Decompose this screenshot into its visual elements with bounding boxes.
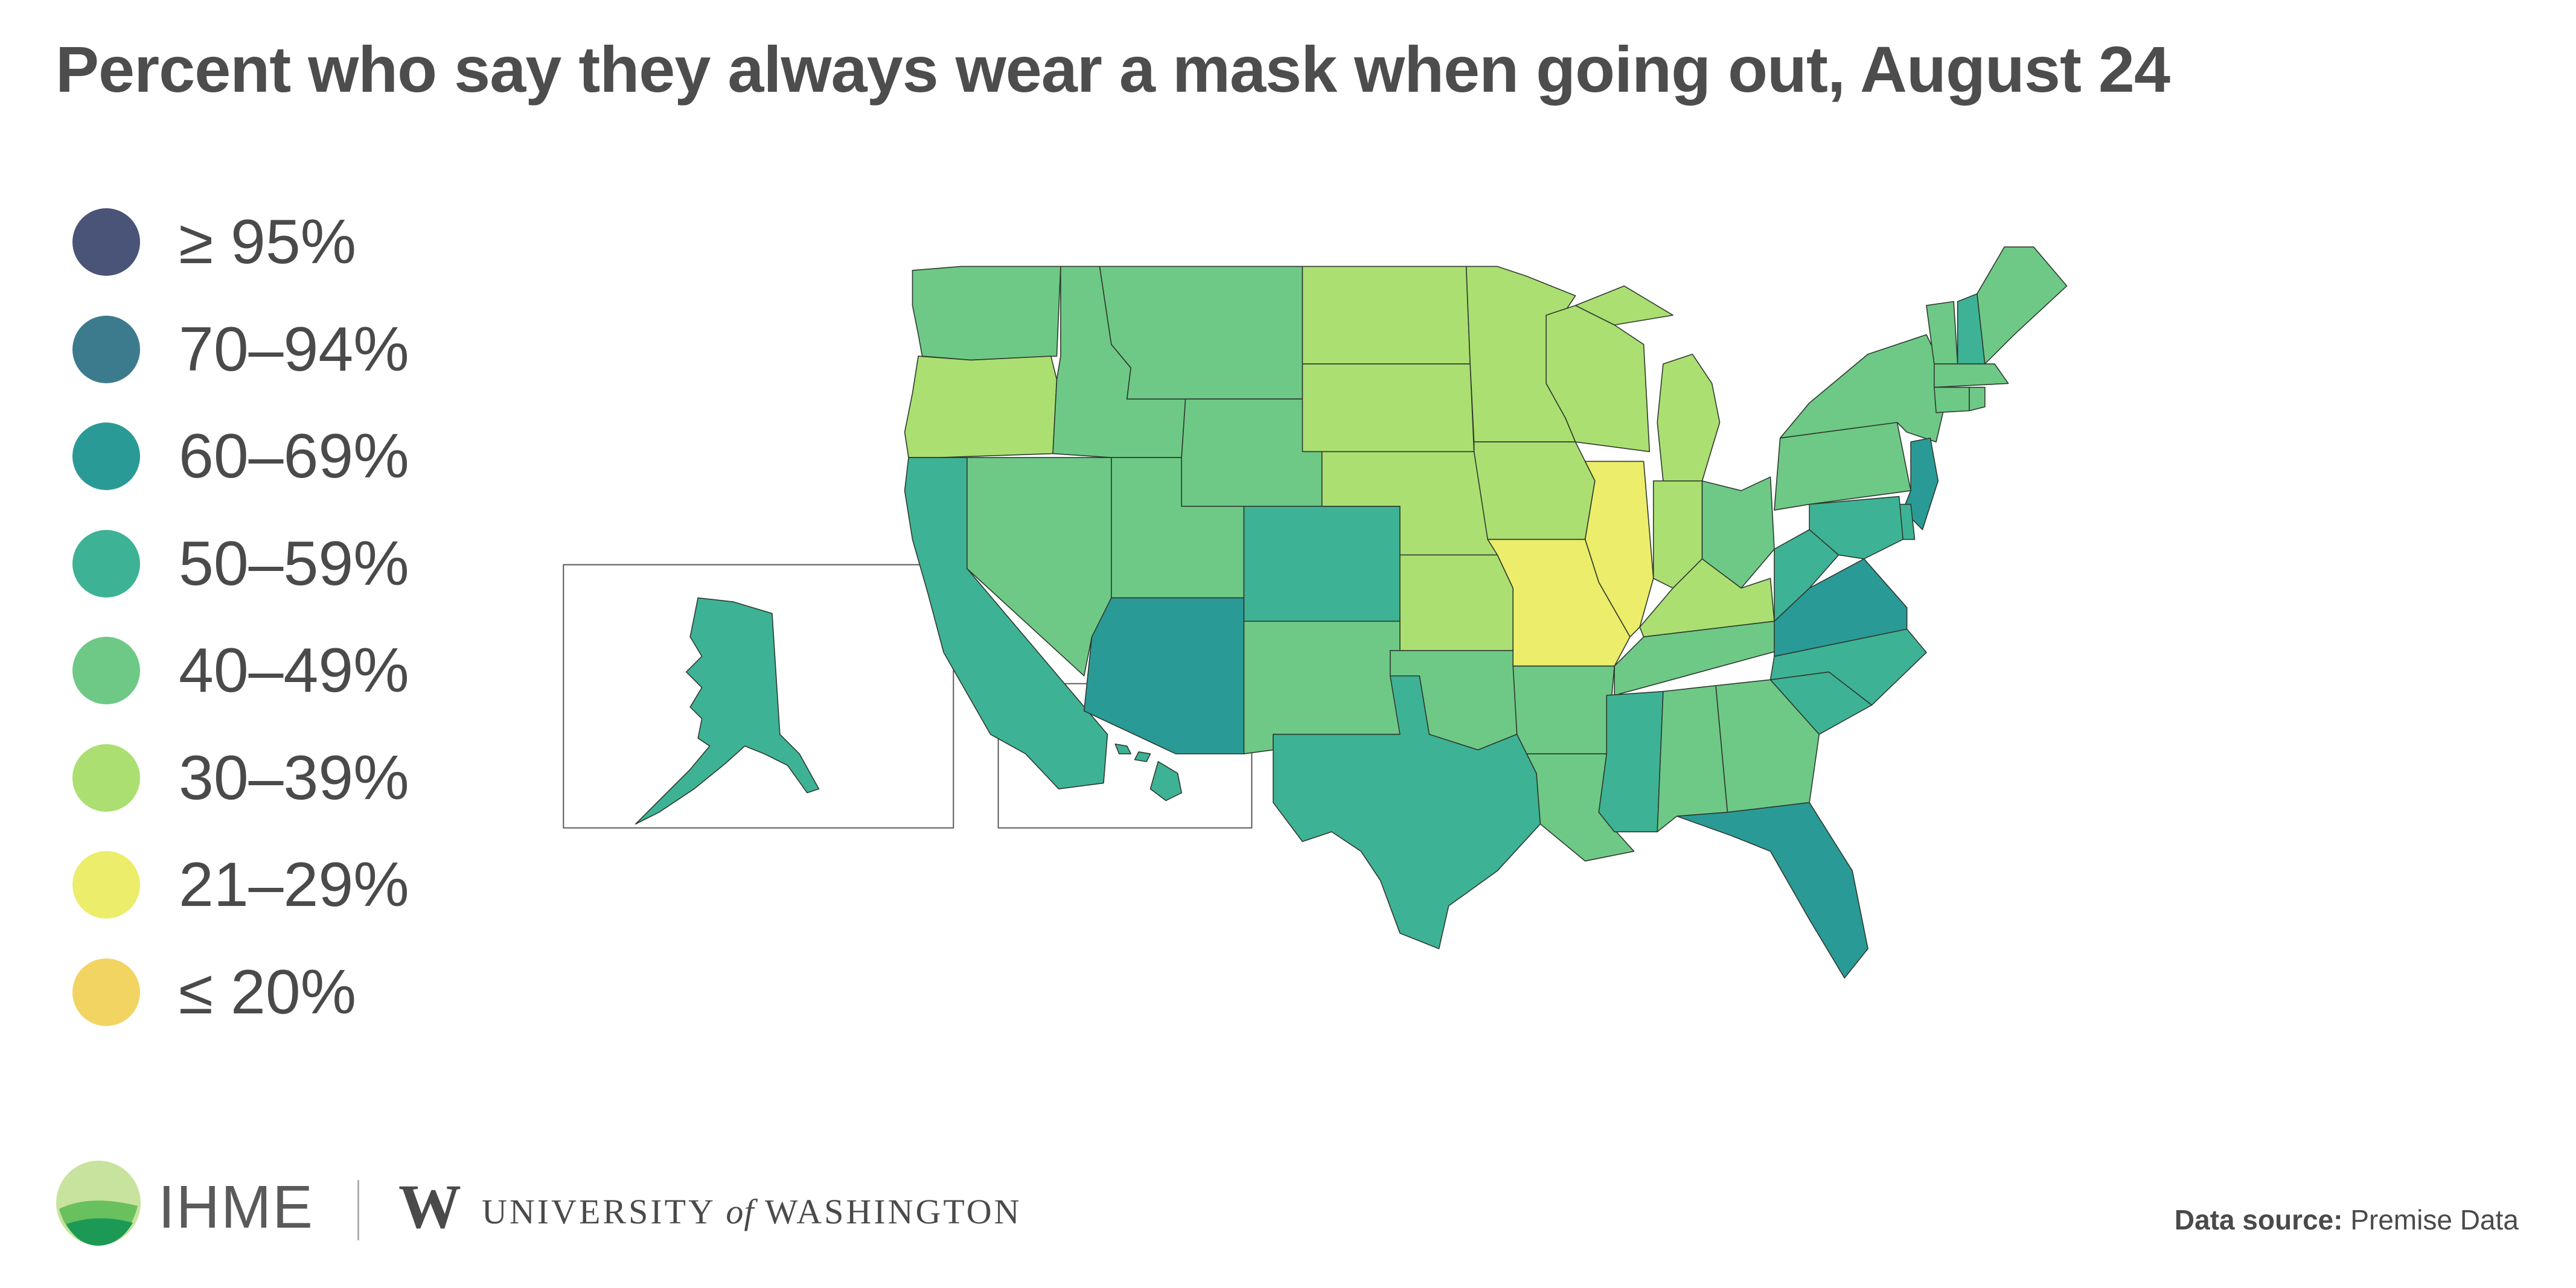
state-ME bbox=[1977, 247, 2067, 364]
data-source-value: Premise Data bbox=[2350, 1204, 2519, 1235]
legend-label: 40–49% bbox=[179, 639, 409, 702]
legend-label: 30–39% bbox=[179, 747, 409, 809]
legend-swatch bbox=[72, 316, 140, 383]
legend-label: 50–59% bbox=[179, 532, 409, 595]
legend-label: ≥ 95% bbox=[179, 211, 356, 273]
state-ND bbox=[1302, 266, 1470, 363]
legend-swatch bbox=[72, 208, 140, 276]
uw-of: of bbox=[726, 1192, 754, 1231]
uw-logo-mark: W bbox=[398, 1176, 461, 1239]
state-AR bbox=[1513, 666, 1614, 754]
state-CO bbox=[1244, 506, 1400, 622]
footer-divider bbox=[357, 1180, 359, 1240]
state-MA bbox=[1934, 364, 2009, 387]
legend-label: 60–69% bbox=[179, 425, 409, 488]
state-WY bbox=[1181, 399, 1322, 506]
state-FL bbox=[1677, 803, 1868, 978]
uw-suffix: WASHINGTON bbox=[765, 1192, 1022, 1231]
state-MS bbox=[1599, 692, 1663, 832]
legend-swatch bbox=[72, 744, 140, 812]
legend-swatch bbox=[72, 637, 140, 704]
legend-swatch bbox=[72, 530, 140, 598]
us-choropleth-map bbox=[561, 169, 2511, 1111]
state-WA bbox=[912, 266, 1060, 360]
legend-swatch bbox=[72, 958, 140, 1026]
state-IA bbox=[1474, 442, 1595, 539]
state-MT bbox=[1100, 266, 1303, 399]
legend-swatch bbox=[72, 422, 140, 490]
data-source-label: Data source: bbox=[2175, 1204, 2343, 1235]
state-SD bbox=[1302, 364, 1474, 451]
data-source: Data source: Premise Data bbox=[2175, 1205, 2519, 1235]
state-AL bbox=[1657, 686, 1727, 832]
ihme-wordmark: IHME bbox=[158, 1177, 314, 1237]
legend-label: 21–29% bbox=[179, 853, 409, 916]
state-CT bbox=[1934, 387, 1969, 413]
legend-label: ≤ 20% bbox=[179, 961, 356, 1024]
state-KS bbox=[1400, 555, 1513, 651]
uw-wordmark: UNIVERSITY of WASHINGTON bbox=[482, 1194, 1022, 1230]
legend-label: 70–94% bbox=[179, 318, 409, 381]
legend-swatch bbox=[72, 851, 140, 919]
ihme-logo-icon bbox=[53, 1158, 144, 1248]
map-title: Percent who say they always wear a mask … bbox=[56, 31, 2170, 107]
state-RI bbox=[1969, 387, 1985, 411]
uw-prefix: UNIVERSITY bbox=[482, 1192, 715, 1231]
state-NY bbox=[1780, 335, 1950, 442]
state-OR bbox=[905, 356, 1057, 457]
state-AZ bbox=[1084, 598, 1244, 754]
state-AK bbox=[636, 598, 819, 824]
